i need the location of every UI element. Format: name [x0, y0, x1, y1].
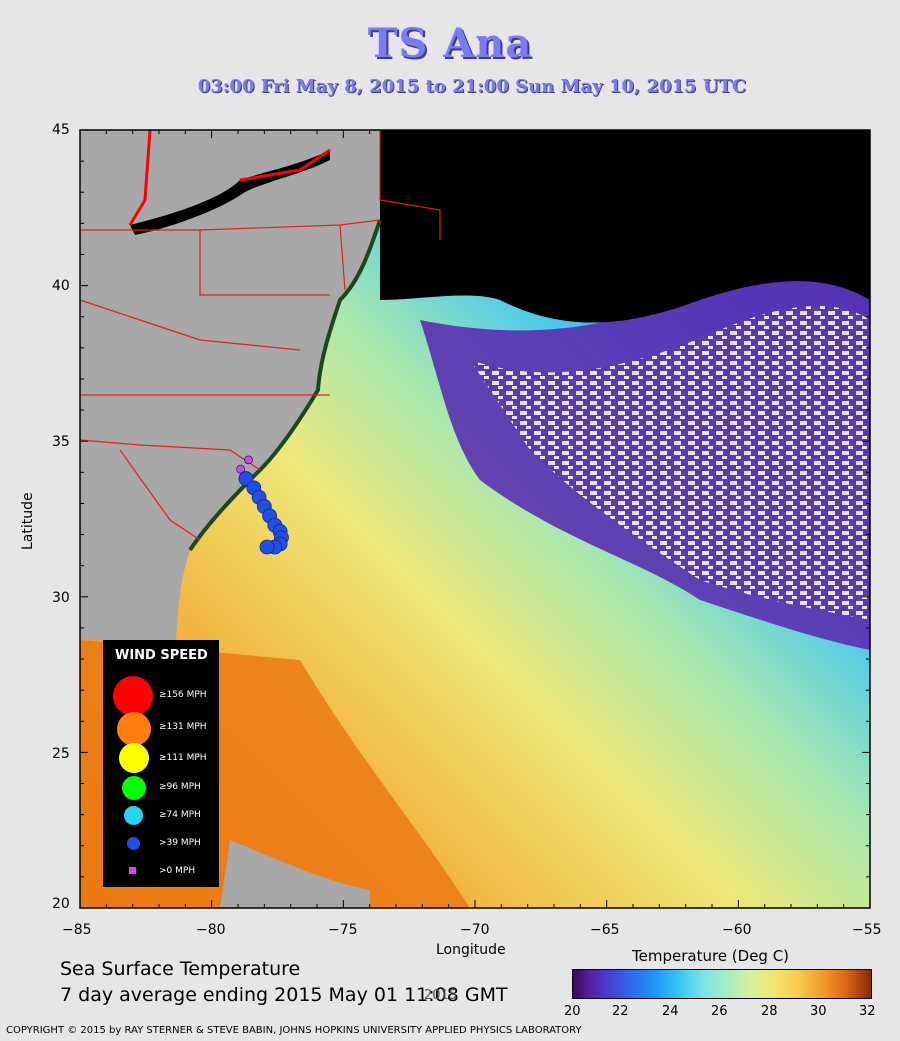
sst-caption-line2: 7 day average ending 2015 May 01 11:08 G… [60, 984, 508, 1006]
state-borders [79, 130, 441, 541]
land-us [80, 130, 380, 640]
cold-north-waters [380, 130, 870, 323]
x-tick-label: −85 [62, 922, 92, 938]
legend-swatch [127, 837, 140, 850]
cloud-cover [470, 306, 870, 620]
y-tick-label: 45 [52, 122, 70, 138]
sst-caption-line1: Sea Surface Temperature [60, 958, 301, 980]
coastline [188, 219, 382, 552]
copyright-notice: COPYRIGHT © 2015 by RAY STERNER & STEVE … [6, 1025, 582, 1036]
colorbar-tick: 32 [859, 1004, 876, 1019]
track-point [236, 464, 246, 474]
colorbar-tick: 24 [662, 1004, 679, 1019]
y-tick-label: 35 [52, 434, 70, 450]
colorbar-tick: 22 [612, 1004, 629, 1019]
legend-title: WIND SPEED [115, 648, 208, 663]
legend-swatch [124, 806, 143, 825]
legend-label: ≥96 MPH [159, 782, 201, 792]
legend-item: ≥131 MPH [103, 712, 219, 746]
legend-swatch [117, 712, 151, 746]
storm-title: TS Ana [367, 20, 533, 67]
colorbar-tick: 20 [564, 1004, 581, 1019]
colorbar-tick: 28 [761, 1004, 778, 1019]
overlapping-year-text: 2015 [424, 988, 458, 1003]
legend-item: ≥74 MPH [103, 802, 219, 830]
x-tick-label: −70 [460, 922, 490, 938]
y-tick-label: 30 [52, 590, 70, 606]
legend-label: >39 MPH [159, 838, 201, 848]
legend-label: ≥111 MPH [159, 753, 207, 763]
legend-swatch [122, 776, 146, 800]
x-tick-label: −75 [328, 922, 358, 938]
axis-ticks [79, 129, 871, 909]
land-cuba [220, 840, 370, 908]
legend-swatch [113, 676, 153, 716]
legend-label: ≥156 MPH [159, 690, 207, 700]
track-point [259, 539, 275, 555]
y-tick-label: 40 [52, 278, 70, 294]
legend-swatch [119, 743, 149, 773]
storm-track [236, 455, 289, 555]
y-tick-label: 20 [52, 896, 70, 912]
x-tick-label: −55 [852, 922, 882, 938]
canada-border [128, 129, 331, 226]
legend-item: ≥111 MPH [103, 743, 219, 773]
legend-item: >0 MPH [103, 862, 219, 890]
x-tick-label: −60 [722, 922, 752, 938]
colorbar-title: Temperature (Deg C) [632, 947, 790, 965]
y-tick-label: 25 [52, 746, 70, 762]
temperature-colorbar [572, 969, 872, 999]
legend-label: ≥131 MPH [159, 722, 207, 732]
legend-label: ≥74 MPH [159, 810, 201, 820]
wind-speed-legend: WIND SPEED ≥156 MPH ≥131 MPH ≥111 MPH ≥9… [103, 640, 219, 887]
great-lakes [130, 150, 330, 235]
colorbar-tick: 30 [810, 1004, 827, 1019]
legend-item: >39 MPH [103, 832, 219, 860]
y-axis-label: Latitude [20, 492, 36, 550]
x-tick-label: −65 [590, 922, 620, 938]
legend-item: ≥156 MPH [103, 676, 219, 716]
legend-item: ≥96 MPH [103, 773, 219, 801]
colorbar-tick: 26 [711, 1004, 728, 1019]
legend-label: >0 MPH [159, 866, 196, 876]
x-tick-label: −80 [196, 922, 226, 938]
track-point [244, 455, 253, 465]
x-axis-label: Longitude [436, 942, 506, 958]
date-range: 03:00 Fri May 8, 2015 to 21:00 Sun May 1… [197, 76, 747, 97]
legend-swatch [129, 867, 136, 874]
